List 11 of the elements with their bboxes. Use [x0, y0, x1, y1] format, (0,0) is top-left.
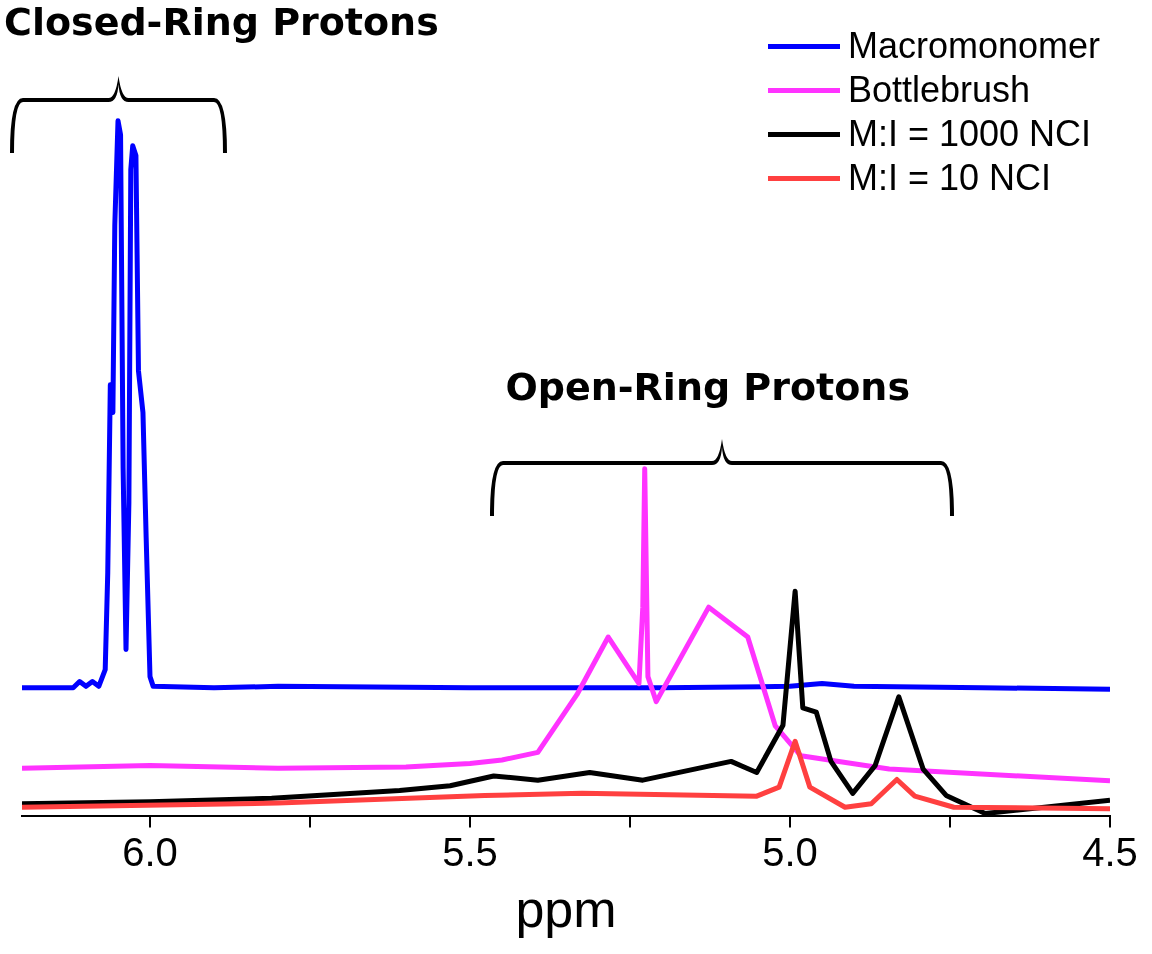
legend-label: M:I = 10 NCI [847, 157, 1051, 199]
x-tick-label: 5.0 [762, 829, 818, 874]
text: Closed-Ring Protons [4, 0, 439, 44]
x-axis-title: ppm [515, 880, 617, 939]
annotation: Open-Ring Protons [505, 365, 911, 409]
legend-label: M:I = 1000 NCI [847, 113, 1092, 155]
x-tick-label: 5.5 [442, 829, 498, 874]
x-tick-label: 4.5 [1082, 829, 1138, 874]
legend-label: Bottlebrush [847, 69, 1031, 111]
legend-label: Macromonomer [847, 25, 1100, 67]
x-tick-label: 6.0 [122, 829, 178, 874]
